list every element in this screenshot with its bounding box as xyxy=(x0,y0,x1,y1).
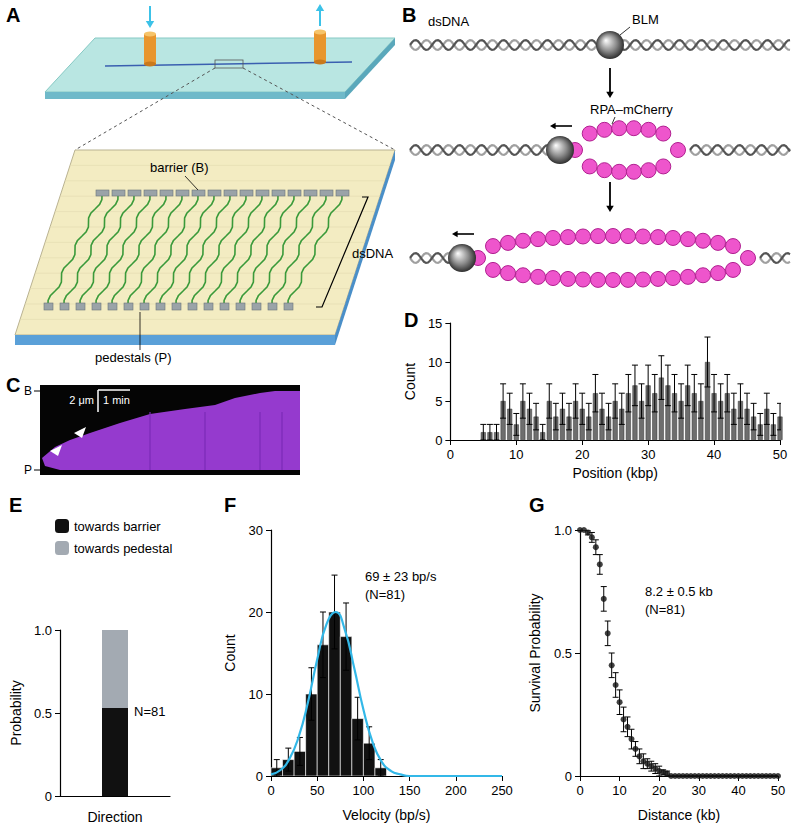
svg-text:0: 0 xyxy=(565,769,572,784)
svg-text:0: 0 xyxy=(267,783,274,798)
svg-text:E: E xyxy=(9,494,22,516)
svg-text:BLM: BLM xyxy=(632,12,659,27)
svg-text:200: 200 xyxy=(445,783,467,798)
svg-text:Count: Count xyxy=(222,634,238,671)
svg-text:D: D xyxy=(404,309,418,331)
svg-text:(N=81): (N=81) xyxy=(365,587,405,602)
svg-text:0.5: 0.5 xyxy=(554,646,572,661)
svg-text:15: 15 xyxy=(428,316,442,331)
svg-text:barrier (B): barrier (B) xyxy=(150,160,209,175)
svg-text:69 ± 23 bp/s: 69 ± 23 bp/s xyxy=(365,569,437,584)
svg-text:250: 250 xyxy=(491,783,513,798)
svg-text:50: 50 xyxy=(771,783,785,798)
svg-text:20: 20 xyxy=(652,783,666,798)
svg-text:1 min: 1 min xyxy=(103,394,130,406)
svg-text:40: 40 xyxy=(731,783,745,798)
svg-text:50: 50 xyxy=(773,447,787,462)
svg-text:G: G xyxy=(529,494,545,516)
svg-text:A: A xyxy=(6,4,20,26)
svg-text:0: 0 xyxy=(576,783,583,798)
svg-text:Survival Probability: Survival Probability xyxy=(527,593,543,712)
svg-text:0: 0 xyxy=(45,789,52,804)
svg-text:Position (kbp): Position (kbp) xyxy=(572,465,658,481)
svg-text:dsDNA: dsDNA xyxy=(428,14,470,29)
svg-text:Count: Count xyxy=(402,363,418,400)
svg-text:1.0: 1.0 xyxy=(554,523,572,538)
svg-text:C: C xyxy=(6,374,20,396)
svg-text:B: B xyxy=(24,384,32,398)
svg-text:2 μm: 2 μm xyxy=(69,394,94,406)
svg-text:0: 0 xyxy=(447,447,454,462)
svg-text:10: 10 xyxy=(509,447,523,462)
svg-text:Velocity (bp/s): Velocity (bp/s) xyxy=(343,807,431,823)
svg-text:5: 5 xyxy=(435,394,442,409)
svg-text:Direction: Direction xyxy=(87,809,142,825)
svg-text:30: 30 xyxy=(641,447,655,462)
svg-text:(N=81): (N=81) xyxy=(645,602,685,617)
svg-text:Distance (kb): Distance (kb) xyxy=(638,807,720,823)
svg-text:towards pedestal: towards pedestal xyxy=(74,541,172,556)
svg-text:RPA–mCherry: RPA–mCherry xyxy=(590,102,673,117)
svg-text:30: 30 xyxy=(249,523,263,538)
svg-text:1.0: 1.0 xyxy=(34,623,52,638)
svg-text:0: 0 xyxy=(435,433,442,448)
svg-text:10: 10 xyxy=(612,783,626,798)
svg-text:0.5: 0.5 xyxy=(34,706,52,721)
svg-text:20: 20 xyxy=(575,447,589,462)
svg-text:100: 100 xyxy=(353,783,375,798)
svg-text:pedestals (P): pedestals (P) xyxy=(95,350,172,365)
svg-text:10: 10 xyxy=(428,355,442,370)
svg-text:B: B xyxy=(402,4,416,26)
svg-text:Probability: Probability xyxy=(8,680,24,745)
svg-text:0: 0 xyxy=(256,769,263,784)
svg-text:40: 40 xyxy=(707,447,721,462)
svg-text:dsDNA: dsDNA xyxy=(352,246,394,261)
svg-text:30: 30 xyxy=(692,783,706,798)
svg-text:towards barrier: towards barrier xyxy=(74,519,161,534)
svg-text:150: 150 xyxy=(399,783,421,798)
svg-text:F: F xyxy=(224,494,236,516)
svg-text:50: 50 xyxy=(310,783,324,798)
svg-text:8.2 ± 0.5 kb: 8.2 ± 0.5 kb xyxy=(645,584,713,599)
svg-text:P: P xyxy=(24,463,32,477)
svg-text:20: 20 xyxy=(249,605,263,620)
svg-text:10: 10 xyxy=(249,687,263,702)
svg-text:N=81: N=81 xyxy=(134,704,165,719)
